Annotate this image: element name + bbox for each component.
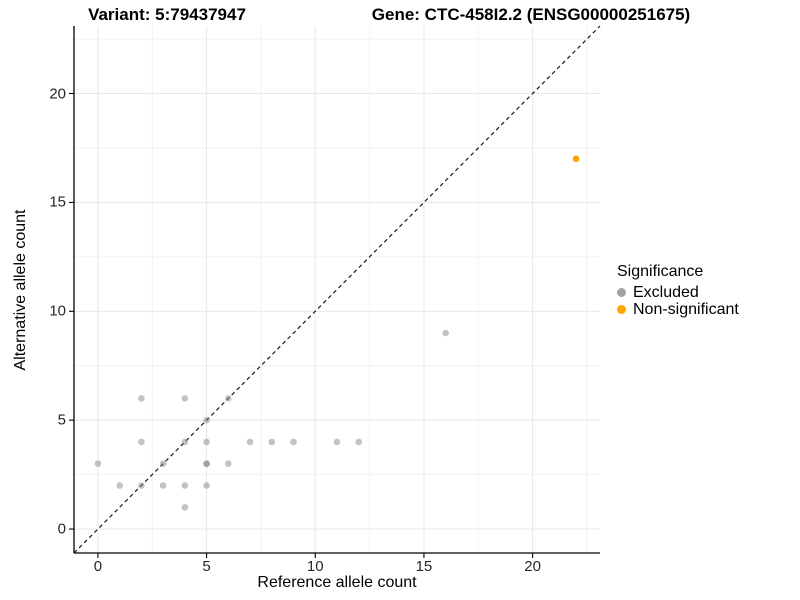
data-point-excluded xyxy=(159,460,167,468)
x-tick-label: 10 xyxy=(306,558,324,575)
legend-item-label: Non-significant xyxy=(633,300,739,318)
data-point-excluded xyxy=(203,482,210,489)
data-point-excluded xyxy=(225,395,232,402)
excluded-dot-icon xyxy=(617,288,626,297)
data-point-excluded xyxy=(203,460,210,468)
data-point-excluded xyxy=(138,482,145,489)
x-tick-label: 20 xyxy=(524,558,541,575)
data-point-excluded xyxy=(225,460,232,468)
data-point-excluded xyxy=(203,460,210,468)
plot-title-gene: Gene: CTC-458I2.2 (ENSG00000251675) xyxy=(371,5,691,24)
data-point-excluded xyxy=(116,482,123,489)
data-point-excluded xyxy=(333,438,341,446)
data-point-excluded xyxy=(203,416,210,424)
legend-item-nonsignificant: Non-significant xyxy=(614,301,739,318)
x-tick-label: 15 xyxy=(415,558,433,575)
data-point-excluded xyxy=(442,329,449,337)
y-tick-label: 15 xyxy=(49,193,66,211)
data-point-non-significant xyxy=(572,155,580,163)
data-point-excluded xyxy=(246,438,254,446)
nonsignificant-dot-icon xyxy=(617,305,626,314)
data-point-excluded xyxy=(181,438,189,446)
data-point-excluded xyxy=(268,438,276,446)
legend: Significance Excluded Non-significant xyxy=(614,262,739,318)
legend-item-excluded: Excluded xyxy=(614,284,739,301)
data-point-excluded xyxy=(138,438,145,446)
x-tick-label: 5 xyxy=(202,558,211,575)
data-point-excluded xyxy=(355,438,363,446)
data-point-excluded xyxy=(181,482,189,489)
x-axis-label: Reference allele count xyxy=(257,574,417,591)
data-point-excluded xyxy=(94,460,102,468)
y-tick-label: 5 xyxy=(57,411,66,429)
legend-item-label: Excluded xyxy=(633,283,699,301)
plot-title-variant: Variant: 5:79437947 xyxy=(88,5,246,24)
identity-dashed-line xyxy=(73,25,601,554)
x-tick-label: 0 xyxy=(93,558,103,575)
y-tick-label: 20 xyxy=(49,85,66,102)
y-tick-label: 0 xyxy=(57,520,66,538)
data-point-excluded xyxy=(203,438,210,446)
data-point-excluded xyxy=(290,438,297,446)
data-point-excluded xyxy=(138,395,145,402)
y-axis-label: Alternative allele count xyxy=(12,209,29,371)
data-point-excluded xyxy=(159,482,167,489)
legend-title: Significance xyxy=(617,263,704,280)
y-tick-label: 10 xyxy=(49,302,66,320)
data-point-excluded xyxy=(181,503,189,511)
data-point-excluded xyxy=(181,395,189,402)
